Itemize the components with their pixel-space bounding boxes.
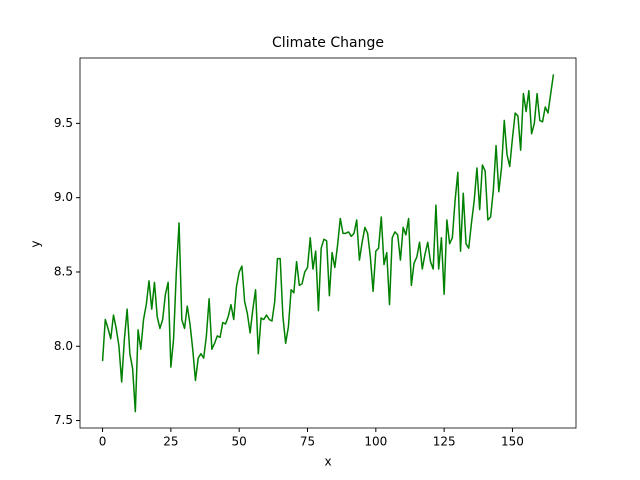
y-tick-label: 7.5 bbox=[54, 413, 73, 427]
x-tick-label: 150 bbox=[501, 435, 524, 449]
x-axis-label: x bbox=[324, 455, 331, 469]
y-tick-label: 8.5 bbox=[54, 264, 73, 278]
axes-frame bbox=[79, 57, 577, 429]
y-tick-label: 8.0 bbox=[54, 339, 73, 353]
data-line bbox=[101, 74, 555, 413]
x-tick-label: 0 bbox=[99, 435, 107, 449]
y-axis-label: y bbox=[29, 240, 43, 247]
x-tick-label: 125 bbox=[433, 435, 456, 449]
x-tick-label: 75 bbox=[300, 435, 315, 449]
x-tick-label: 100 bbox=[364, 435, 387, 449]
x-tick-label: 50 bbox=[232, 435, 247, 449]
x-tick-label: 25 bbox=[163, 435, 178, 449]
y-tick-label: 9.5 bbox=[54, 116, 73, 130]
y-tick-label: 9.0 bbox=[54, 190, 73, 204]
chart-title: Climate Change bbox=[272, 35, 384, 51]
